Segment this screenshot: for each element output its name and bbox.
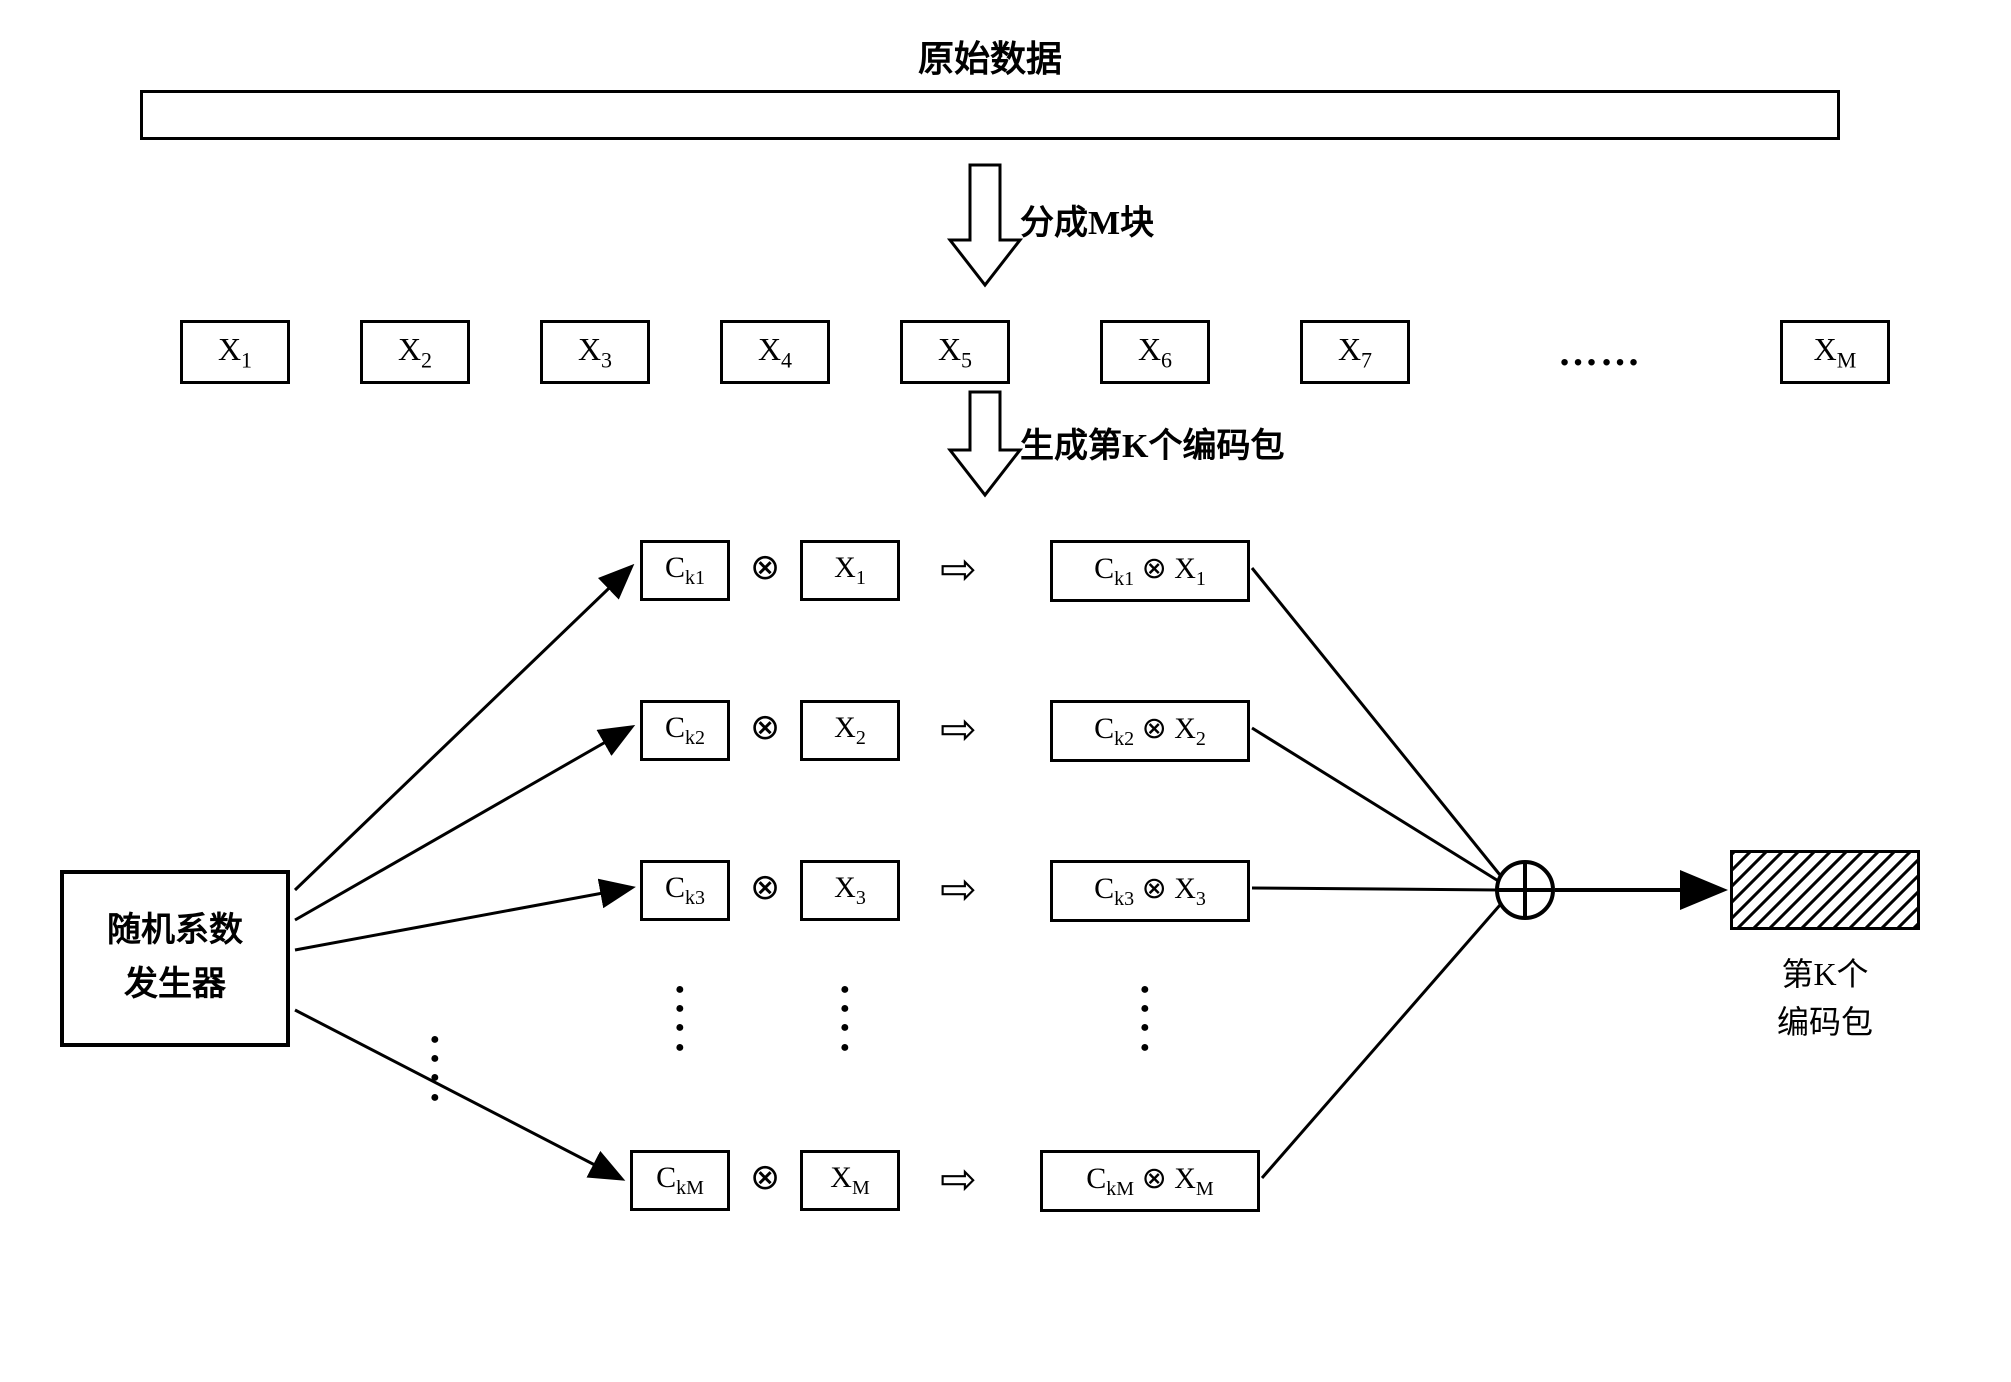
- x-k3: X3: [800, 860, 900, 921]
- block-x4: X4: [720, 320, 830, 384]
- block-x5: X5: [900, 320, 1010, 384]
- generator-line2: 发生器: [84, 958, 266, 1012]
- output-box: [1730, 850, 1920, 930]
- coeff-k3: Ck3: [640, 860, 730, 921]
- x-km: XM: [800, 1150, 900, 1211]
- block-x3: X3: [540, 320, 650, 384]
- block-xm: XM: [1780, 320, 1890, 384]
- block-x1: X1: [180, 320, 290, 384]
- gen-label: 生成第K个编码包: [1020, 418, 1284, 467]
- vdots-gen: ●●●●: [430, 1030, 440, 1107]
- arrow-km: ⇨: [940, 1154, 977, 1205]
- coeff-km: CkM: [630, 1150, 730, 1211]
- arrow-k3: ⇨: [940, 864, 977, 915]
- encoding-diagram: 原始数据 分成M块 X1 X2 X3 X4 X5 X6 X7 …… XM 生成第…: [20, 20, 1991, 1342]
- vdots-result: ●●●●: [1140, 980, 1150, 1057]
- output-line2: 编码包: [1740, 998, 1910, 1046]
- title: 原始数据: [840, 30, 1140, 82]
- block-x2: X2: [360, 320, 470, 384]
- output-label: 第K个 编码包: [1740, 950, 1910, 1046]
- result-km: CkM ⊗ XM: [1040, 1150, 1260, 1212]
- result-k3: Ck3 ⊗ X3: [1050, 860, 1250, 922]
- coeff-k2: Ck2: [640, 700, 730, 761]
- arrow-k2: ⇨: [940, 704, 977, 755]
- otimes-m: ⊗: [750, 1156, 780, 1198]
- block-dots: ……: [1510, 328, 1690, 375]
- block-x6: X6: [1100, 320, 1210, 384]
- block-x7: X7: [1300, 320, 1410, 384]
- result-k2: Ck2 ⊗ X2: [1050, 700, 1250, 762]
- output-line1: 第K个: [1740, 950, 1910, 998]
- raw-data-bar: [140, 90, 1840, 140]
- split-label: 分成M块: [1020, 195, 1154, 244]
- generator-line1: 随机系数: [84, 904, 266, 958]
- result-k1: Ck1 ⊗ X1: [1050, 540, 1250, 602]
- otimes-3: ⊗: [750, 866, 780, 908]
- otimes-1: ⊗: [750, 546, 780, 588]
- x-k2: X2: [800, 700, 900, 761]
- arrow-k1: ⇨: [940, 544, 977, 595]
- vdots-coeff: ●●●●: [675, 980, 685, 1057]
- generator-box: 随机系数 发生器: [60, 870, 290, 1047]
- vdots-x: ●●●●: [840, 980, 850, 1057]
- otimes-2: ⊗: [750, 706, 780, 748]
- coeff-k1: Ck1: [640, 540, 730, 601]
- hatch-icon: [1733, 853, 1917, 927]
- x-k1: X1: [800, 540, 900, 601]
- arrows-overlay: [20, 20, 2011, 1382]
